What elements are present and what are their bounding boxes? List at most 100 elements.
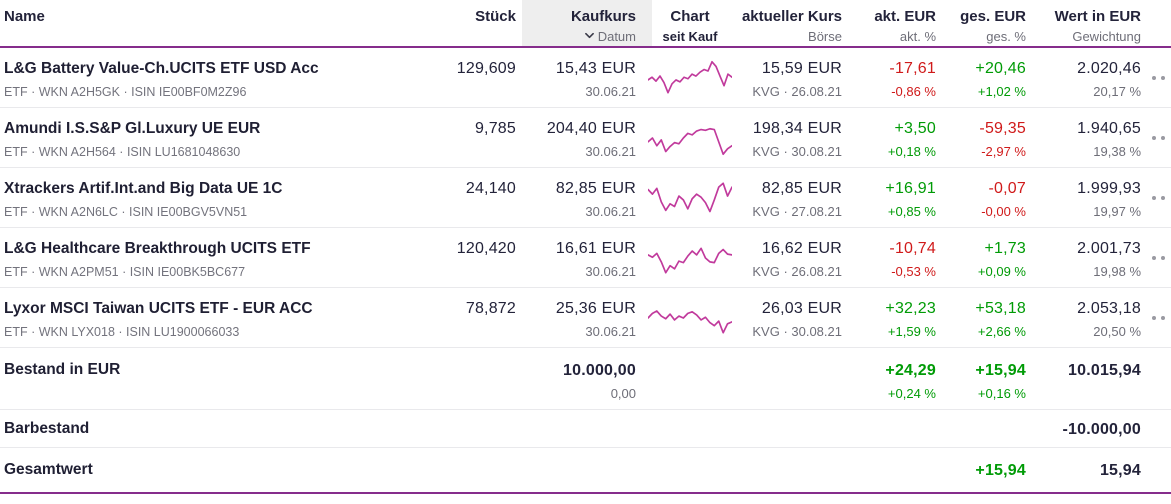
instrument-name-link[interactable]: L&G Healthcare Breakthrough UCITS ETF <box>4 240 311 257</box>
buy-date: 30.06.21 <box>585 144 636 159</box>
chart-cell <box>642 168 738 224</box>
daily-change-pct: +0,18 % <box>887 144 936 159</box>
exchange-and-date: KVG · 27.08.21 <box>752 204 842 219</box>
akt-eur-cell: +16,91 +0,85 % <box>848 168 942 220</box>
column-sublabel: Börse <box>808 29 842 44</box>
akt-eur-cell: +32,23 +1,59 % <box>848 288 942 340</box>
row-menu-icon[interactable] <box>1147 168 1171 205</box>
gesamtwert-ges-cell: +15,94 <box>942 448 1032 481</box>
position-value: 1.940,65 <box>1077 120 1141 137</box>
row-menu-icon[interactable] <box>1147 108 1171 145</box>
gesamtwert-wert: 15,94 <box>1099 462 1141 479</box>
column-header-chart[interactable]: Chart seit Kauf <box>642 0 738 46</box>
chevron-down-icon <box>584 31 594 40</box>
sparkline-chart <box>648 60 732 94</box>
instrument-cell: Amundi I.S.S&P Gl.Luxury UE EUR ETF · WK… <box>0 108 416 160</box>
column-header-name[interactable]: Name <box>0 0 416 26</box>
sort-indicator[interactable]: Datum <box>522 28 636 46</box>
daily-change-pct: -0,53 % <box>891 264 936 279</box>
position-value: 2.053,18 <box>1077 300 1141 317</box>
instrument-name-link[interactable]: Amundi I.S.S&P Gl.Luxury UE EUR <box>4 120 261 137</box>
weighting-pct: 19,97 % <box>1093 204 1141 219</box>
column-sublabel: akt. % <box>899 29 936 44</box>
position-rows: L&G Battery Value-Ch.UCITS ETF USD Acc E… <box>0 48 1171 348</box>
kaufkurs-cell: 16,61 EUR 30.06.21 <box>522 228 642 280</box>
column-header-ges-eur[interactable]: ges. EUR ges. % <box>942 0 1032 46</box>
column-header-wert[interactable]: Wert in EUR Gewichtung <box>1032 0 1147 46</box>
row-menu-icon[interactable] <box>1147 48 1171 85</box>
wert-cell: 2.001,73 19,98 % <box>1032 228 1147 280</box>
sort-field-label: Datum <box>597 29 636 44</box>
chart-cell <box>642 288 738 344</box>
bestand-akt-pct: +0,24 % <box>887 386 936 401</box>
kaufkurs-cell: 25,36 EUR 30.06.21 <box>522 288 642 340</box>
column-header-kaufkurs[interactable]: Kaufkurs Datum <box>522 0 642 46</box>
column-header-aktueller-kurs[interactable]: aktueller Kurs Börse <box>738 0 848 46</box>
shares-value: 120,420 <box>456 240 516 257</box>
stueck-cell: 9,785 <box>416 108 522 139</box>
shares-value: 78,872 <box>465 300 516 317</box>
column-label: akt. EUR <box>874 8 936 25</box>
row-menu-icon[interactable] <box>1147 228 1171 265</box>
column-header-akt-eur[interactable]: akt. EUR akt. % <box>848 0 942 46</box>
column-label: Kaufkurs <box>570 8 636 25</box>
header-divider <box>0 46 1171 48</box>
total-change-pct: +2,66 % <box>977 324 1026 339</box>
aktueller-kurs-cell: 26,03 EUR KVG · 30.08.21 <box>738 288 848 340</box>
table-row[interactable]: Lyxor MSCI Taiwan UCITS ETF - EUR ACC ET… <box>0 288 1171 348</box>
exchange-and-date: KVG · 30.08.21 <box>752 324 842 339</box>
column-label: Chart <box>670 8 710 25</box>
sparkline-chart <box>648 247 732 274</box>
weighting-pct: 20,17 % <box>1093 84 1141 99</box>
instrument-cell: L&G Battery Value-Ch.UCITS ETF USD Acc E… <box>0 48 416 100</box>
instrument-meta: ETF · WKN LYX018 · ISIN LU1900066033 <box>4 325 240 339</box>
akt-eur-cell: -10,74 -0,53 % <box>848 228 942 280</box>
instrument-name-link[interactable]: L&G Battery Value-Ch.UCITS ETF USD Acc <box>4 60 319 77</box>
instrument-meta: ETF · WKN A2N6LC · ISIN IE00BGV5VN51 <box>4 205 248 219</box>
stueck-cell: 120,420 <box>416 228 522 259</box>
daily-change-pct: +0,85 % <box>887 204 936 219</box>
total-change-eur: +1,73 <box>984 240 1026 257</box>
daily-change-eur: +32,23 <box>885 300 936 317</box>
stueck-cell: 24,140 <box>416 168 522 199</box>
table-row[interactable]: Xtrackers Artif.Int.and Big Data UE 1C E… <box>0 168 1171 228</box>
bestand-summary-row: Bestand in EUR 10.000,00 0,00 +24,29 +0,… <box>0 348 1171 410</box>
current-price-value: 26,03 EUR <box>761 300 842 317</box>
daily-change-pct: +1,59 % <box>887 324 936 339</box>
instrument-name-link[interactable]: Xtrackers Artif.Int.and Big Data UE 1C <box>4 180 283 197</box>
stueck-cell: 78,872 <box>416 288 522 319</box>
row-menu-icon[interactable] <box>1147 288 1171 325</box>
akt-eur-cell: +3,50 +0,18 % <box>848 108 942 160</box>
table-row[interactable]: Amundi I.S.S&P Gl.Luxury UE EUR ETF · WK… <box>0 108 1171 168</box>
position-value: 1.999,93 <box>1077 180 1141 197</box>
column-header-stueck[interactable]: Stück <box>416 0 522 26</box>
weighting-pct: 20,50 % <box>1093 324 1141 339</box>
weighting-pct: 19,98 % <box>1093 264 1141 279</box>
buy-price-value: 204,40 EUR <box>546 120 636 137</box>
sparkline-chart <box>648 127 732 156</box>
bestand-akt-eur: +24,29 <box>885 362 936 379</box>
stueck-cell: 129,609 <box>416 48 522 79</box>
table-row[interactable]: L&G Battery Value-Ch.UCITS ETF USD Acc E… <box>0 48 1171 108</box>
bestand-label: Bestand in EUR <box>4 361 121 378</box>
buy-date: 30.06.21 <box>585 264 636 279</box>
column-label: aktueller Kurs <box>741 8 842 25</box>
instrument-meta: ETF · WKN A2H564 · ISIN LU1681048630 <box>4 145 241 159</box>
bestand-kaufwert-cell: 10.000,00 0,00 <box>522 348 642 402</box>
buy-price-value: 25,36 EUR <box>555 300 636 317</box>
sparkline-chart <box>648 182 732 213</box>
table-bottom-divider <box>0 492 1171 494</box>
bestand-akt-cell: +24,29 +0,24 % <box>848 348 942 402</box>
buy-price-value: 16,61 EUR <box>555 240 636 257</box>
ges-eur-cell: +53,18 +2,66 % <box>942 288 1032 340</box>
gesamtwert-row: Gesamtwert +15,94 15,94 <box>0 448 1171 492</box>
instrument-name-link[interactable]: Lyxor MSCI Taiwan UCITS ETF - EUR ACC <box>4 300 313 317</box>
barbestand-wert-cell: -10.000,00 <box>1032 410 1147 440</box>
total-change-pct: +0,09 % <box>977 264 1026 279</box>
buy-date: 30.06.21 <box>585 84 636 99</box>
table-row[interactable]: L&G Healthcare Breakthrough UCITS ETF ET… <box>0 228 1171 288</box>
aktueller-kurs-cell: 16,62 EUR KVG · 26.08.21 <box>738 228 848 280</box>
ges-eur-cell: +1,73 +0,09 % <box>942 228 1032 280</box>
instrument-cell: Lyxor MSCI Taiwan UCITS ETF - EUR ACC ET… <box>0 288 416 340</box>
